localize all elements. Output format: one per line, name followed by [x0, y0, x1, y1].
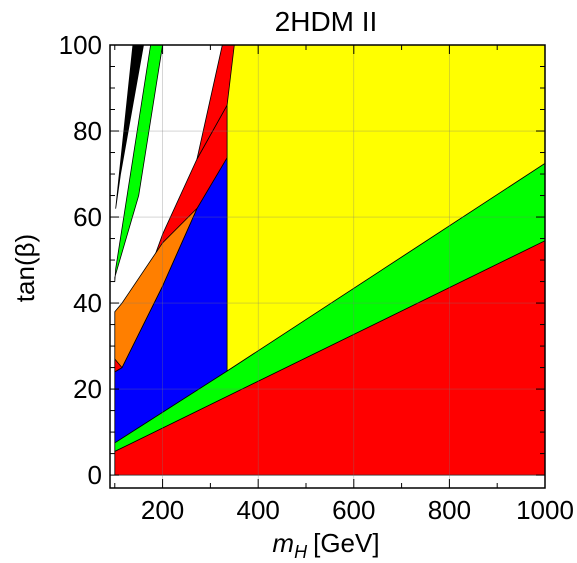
x-tick-label: 800 — [428, 495, 471, 525]
y-tick-label: 20 — [73, 374, 102, 404]
x-tick-label: 600 — [332, 495, 375, 525]
x-tick-label: 1000 — [516, 495, 574, 525]
x-axis-label: mH [GeV] — [272, 528, 379, 562]
x-axis-label-unit: [GeV] — [313, 528, 379, 558]
chart-regions — [114, 44, 546, 476]
y-tick-labels: 0 20 40 60 80 100 — [59, 30, 102, 490]
x-axis-label-main: m — [272, 528, 294, 558]
plot-frame — [109, 44, 546, 489]
y-axis-label: tan(β) — [10, 234, 40, 302]
y-tick-label: 0 — [88, 460, 102, 490]
y-tick-label: 40 — [73, 288, 102, 318]
x-axis-label-sub: H — [294, 542, 308, 562]
chart-title: 2HDM II — [275, 6, 378, 37]
x-tick-labels: 200 400 600 800 1000 — [141, 495, 574, 525]
y-tick-label: 60 — [73, 202, 102, 232]
region-orange-6 — [114, 207, 198, 369]
axis-ticks — [110, 44, 546, 488]
y-tick-label: 100 — [59, 30, 102, 60]
y-tick-label: 80 — [73, 116, 102, 146]
x-tick-label: 400 — [236, 495, 279, 525]
x-tick-label: 200 — [141, 495, 184, 525]
